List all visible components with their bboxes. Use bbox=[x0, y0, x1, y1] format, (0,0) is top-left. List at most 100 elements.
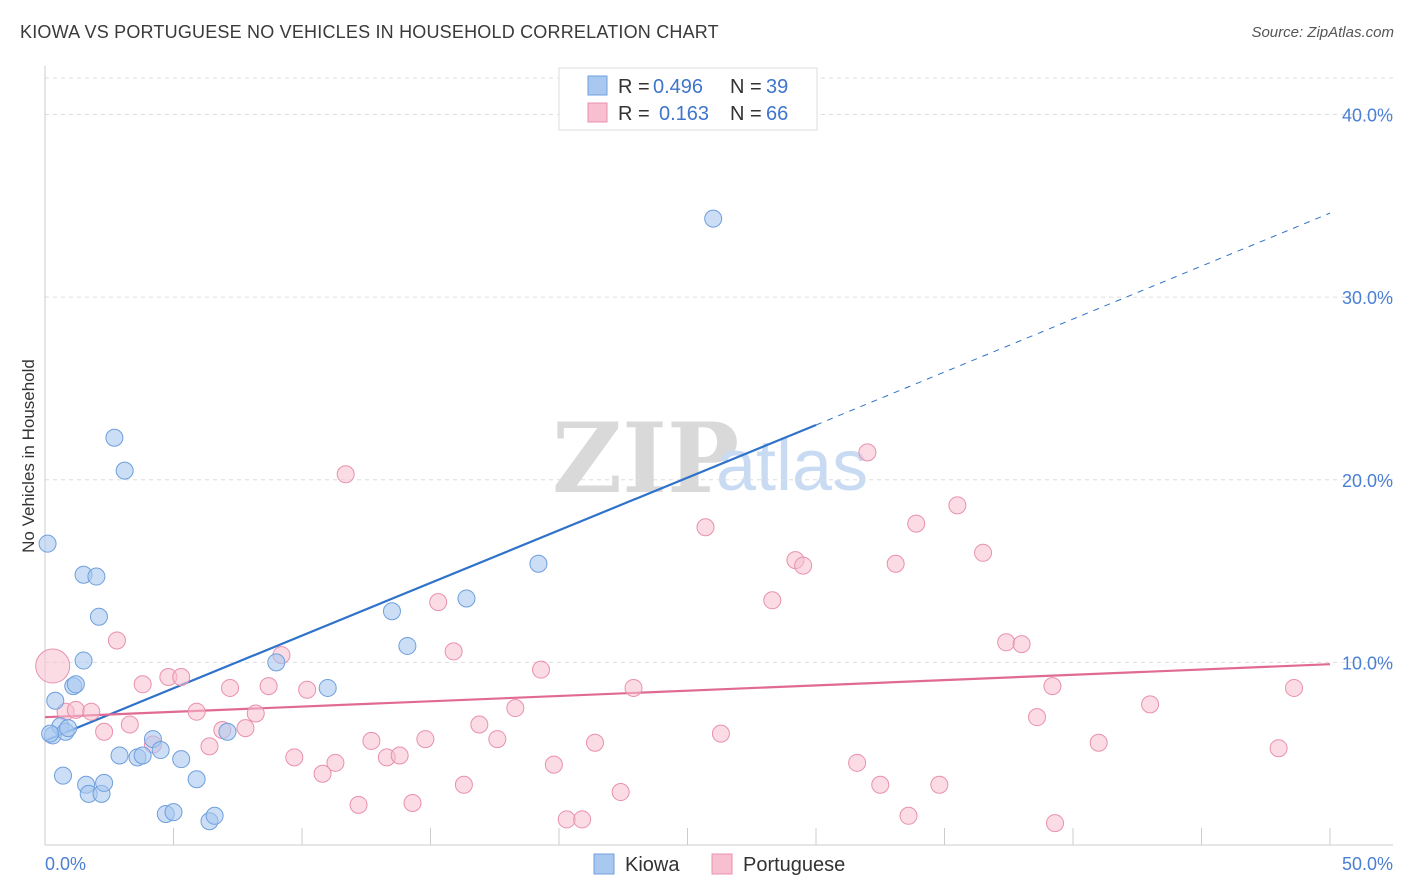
kiowa-point bbox=[151, 741, 170, 760]
portuguese-point bbox=[107, 631, 126, 650]
portuguese-point bbox=[1269, 739, 1288, 758]
portuguese-point bbox=[172, 667, 191, 686]
kiowa-point bbox=[164, 803, 183, 822]
portuguese-point bbox=[1141, 695, 1160, 714]
kiowa-point bbox=[105, 428, 124, 447]
portuguese-point bbox=[403, 793, 422, 812]
portuguese-point bbox=[236, 719, 255, 738]
portuguese-point bbox=[997, 633, 1016, 652]
x-tick-label-max: 50.0% bbox=[1342, 854, 1393, 874]
kiowa-point bbox=[59, 719, 78, 738]
kiowa-point bbox=[46, 691, 65, 710]
portuguese-point bbox=[848, 753, 867, 772]
portuguese-point bbox=[886, 554, 905, 573]
portuguese-legend-swatch bbox=[711, 853, 733, 875]
kiowa-point bbox=[172, 750, 191, 769]
portuguese-point bbox=[285, 748, 304, 767]
portuguese-point bbox=[1012, 635, 1031, 654]
portuguese-r-value: 0.163 bbox=[659, 103, 709, 125]
portuguese-point bbox=[488, 730, 507, 749]
kiowa-point bbox=[205, 806, 224, 825]
kiowa-point bbox=[95, 773, 114, 792]
portuguese-legend-label: Portuguese bbox=[743, 854, 845, 876]
y-tick-label: 20.0% bbox=[1342, 471, 1393, 491]
portuguese-point bbox=[416, 730, 435, 749]
portuguese-point bbox=[624, 678, 643, 697]
portuguese-point bbox=[429, 593, 448, 612]
portuguese-point bbox=[506, 699, 525, 718]
chart-title: KIOWA VS PORTUGUESE NO VEHICLES IN HOUSE… bbox=[20, 22, 719, 42]
portuguese-point bbox=[1043, 677, 1062, 696]
source-label: Source: ZipAtlas.com bbox=[1251, 24, 1394, 41]
kiowa-r-value: 0.496 bbox=[653, 76, 703, 98]
portuguese-point bbox=[313, 764, 332, 783]
kiowa-trend-extension bbox=[815, 212, 1331, 426]
portuguese-point bbox=[544, 755, 563, 774]
portuguese-r-label: R = bbox=[618, 103, 650, 125]
y-tick-label: 30.0% bbox=[1342, 288, 1393, 308]
y-tick-label: 10.0% bbox=[1342, 653, 1393, 673]
portuguese-point bbox=[974, 543, 993, 562]
portuguese-point bbox=[454, 775, 473, 794]
portuguese-point bbox=[871, 775, 890, 794]
watermark-atlas: atlas bbox=[716, 426, 868, 506]
portuguese-point bbox=[35, 648, 71, 684]
portuguese-point bbox=[444, 642, 463, 661]
portuguese-point bbox=[120, 715, 139, 734]
portuguese-point bbox=[611, 783, 630, 802]
kiowa-point bbox=[457, 589, 476, 608]
watermark-zip: ZIP bbox=[552, 402, 739, 515]
kiowa-n-label: N = bbox=[730, 76, 762, 98]
portuguese-point bbox=[187, 702, 206, 721]
portuguese-point bbox=[66, 700, 85, 719]
kiowa-point bbox=[218, 722, 237, 741]
kiowa-legend-label: Kiowa bbox=[625, 854, 680, 876]
portuguese-point bbox=[907, 514, 926, 533]
portuguese-swatch bbox=[587, 102, 608, 123]
portuguese-point bbox=[470, 715, 489, 734]
portuguese-point bbox=[298, 680, 317, 699]
x-tick-label-min: 0.0% bbox=[45, 854, 86, 874]
kiowa-point bbox=[115, 461, 134, 480]
kiowa-point bbox=[110, 746, 129, 765]
axes bbox=[44, 66, 1393, 846]
y-tick-label: 40.0% bbox=[1342, 106, 1393, 126]
kiowa-points bbox=[38, 209, 723, 831]
kiowa-point bbox=[267, 653, 286, 672]
kiowa-point bbox=[53, 766, 72, 785]
portuguese-point bbox=[794, 556, 813, 575]
kiowa-point bbox=[89, 607, 108, 626]
portuguese-point bbox=[1285, 678, 1304, 697]
trend-lines bbox=[44, 212, 1331, 742]
stats-legend: R = 0.496 N = 39 R = 0.163 N = 66 bbox=[558, 67, 818, 131]
portuguese-point bbox=[133, 675, 152, 694]
kiowa-trend-line bbox=[44, 423, 817, 742]
portuguese-point bbox=[95, 722, 114, 741]
kiowa-point bbox=[38, 534, 57, 553]
portuguese-n-value: 66 bbox=[766, 103, 788, 125]
kiowa-point bbox=[318, 678, 337, 697]
series-legend: Kiowa Portuguese bbox=[593, 853, 845, 876]
portuguese-point bbox=[763, 591, 782, 610]
portuguese-n-label: N = bbox=[730, 103, 762, 125]
portuguese-point bbox=[259, 677, 278, 696]
kiowa-n-value: 39 bbox=[766, 76, 788, 98]
portuguese-point bbox=[349, 795, 368, 814]
portuguese-point bbox=[858, 443, 877, 462]
portuguese-points bbox=[35, 443, 1304, 833]
portuguese-point bbox=[326, 753, 345, 772]
portuguese-point bbox=[336, 465, 355, 484]
kiowa-point bbox=[87, 567, 106, 586]
portuguese-point bbox=[532, 660, 551, 679]
portuguese-point bbox=[1089, 733, 1108, 752]
kiowa-point bbox=[529, 554, 548, 573]
kiowa-point bbox=[41, 724, 60, 743]
portuguese-point bbox=[899, 806, 918, 825]
portuguese-point bbox=[948, 496, 967, 515]
portuguese-point bbox=[930, 775, 949, 794]
portuguese-point bbox=[585, 733, 604, 752]
portuguese-point bbox=[573, 810, 592, 829]
y-axis-label: No Vehicles in Household bbox=[19, 359, 38, 553]
portuguese-point bbox=[246, 704, 265, 723]
